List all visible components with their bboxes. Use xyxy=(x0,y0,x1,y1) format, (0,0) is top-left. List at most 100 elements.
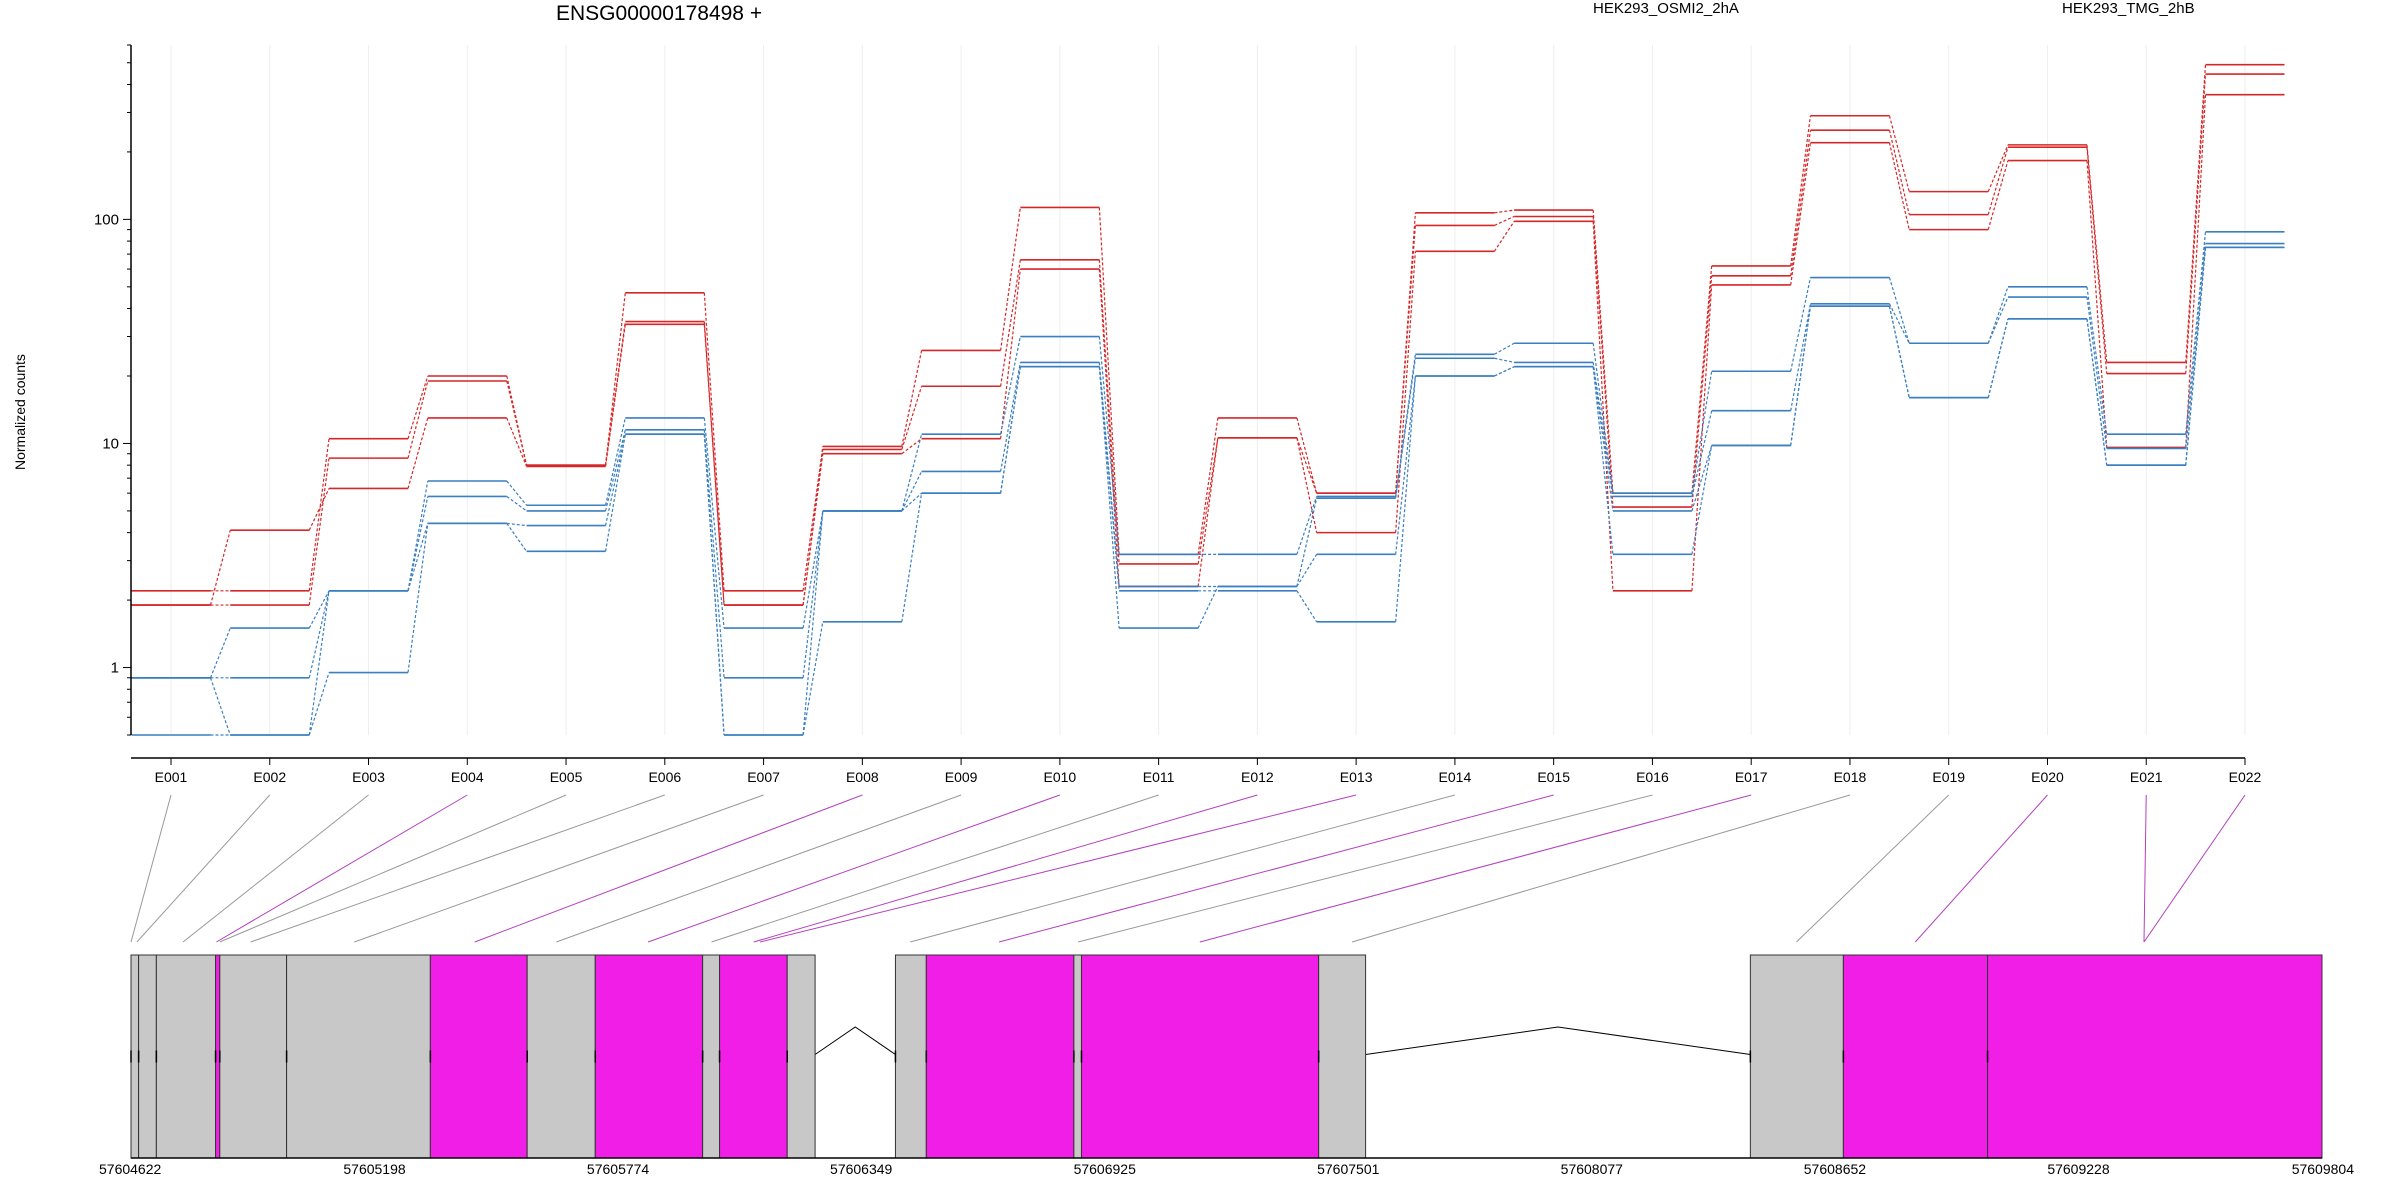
legend-item-osmi2: HEK293_OSMI2_2hA xyxy=(1593,0,1739,17)
axes: 1 10 100 E001 E002 E003 E004 E005 E006 E007 E008 E0… xyxy=(94,44,2262,785)
connector-E022 xyxy=(2143,794,2246,943)
series-4-connector-E006 xyxy=(703,429,725,678)
series-5-connector-E010 xyxy=(1098,366,1120,629)
series-5-connector-E013 xyxy=(1395,375,1416,555)
series-5-connector-E005 xyxy=(604,434,626,526)
chart-title: ENSG00000178498 + xyxy=(556,2,763,25)
series-4-connector-E003 xyxy=(407,496,429,591)
series-1-connector-E010 xyxy=(1098,259,1120,564)
genomic-tick-label: 57605774 xyxy=(587,1161,650,1177)
series-0-connector-E014 xyxy=(1494,209,1515,214)
series-0-connector-E010 xyxy=(1098,207,1120,555)
series-0-connector-E006 xyxy=(703,292,725,591)
series-3-connector-E006 xyxy=(703,417,725,629)
series-2-connector-E002 xyxy=(308,488,330,531)
series-3-connector-E010 xyxy=(1098,336,1120,555)
series-6-connector-E008 xyxy=(901,492,922,512)
connector-E006 xyxy=(250,794,665,943)
series-4-connector-E007 xyxy=(802,510,824,678)
x-tick-label-E018: E018 xyxy=(1834,769,1867,785)
series-5-connector-E009 xyxy=(1000,366,1021,494)
connector-E014 xyxy=(910,794,1456,943)
connector-E016 xyxy=(1077,794,1653,943)
y-tick-label: 10 xyxy=(102,435,119,452)
series-0-connector-E012 xyxy=(1296,417,1318,494)
series-6-connector-E021 xyxy=(2185,247,2207,466)
series-5-connector-E016 xyxy=(1691,445,1713,555)
series-6-connector-E010 xyxy=(1098,366,1120,591)
series-4-connector-E005 xyxy=(604,429,626,512)
series-1-connector-E015 xyxy=(1592,216,1614,508)
series-0-connector-E017 xyxy=(1790,115,1812,266)
genomic-tick-label: 57609228 xyxy=(2047,1161,2110,1177)
exon-block-E003 xyxy=(155,954,217,1159)
series-1-connector-E014 xyxy=(1494,215,1515,226)
series-1-connector-E018 xyxy=(1888,130,1910,215)
exon-block-E008 xyxy=(526,954,596,1159)
genomic-tick-label: 57608652 xyxy=(1804,1161,1867,1177)
series-1-connector-E004 xyxy=(506,380,528,466)
series-2-connector-E009 xyxy=(1000,269,1021,439)
series-2-connector-E006 xyxy=(703,324,725,606)
series-1-connector-E011 xyxy=(1197,437,1219,565)
series-5-connector-E003 xyxy=(407,523,429,673)
series-4-connector-E015 xyxy=(1592,362,1614,497)
series-2-connector-E007 xyxy=(802,453,824,606)
exon-block-E015 xyxy=(1073,954,1082,1159)
x-tick-label-E005: E005 xyxy=(550,769,583,785)
series-2-connector-E015 xyxy=(1592,221,1614,591)
connector-E002 xyxy=(136,794,271,943)
series-4-connector-E018 xyxy=(1888,303,1910,344)
series-1-connector-E021 xyxy=(2185,74,2207,374)
series-2-connector-E020 xyxy=(2086,160,2108,448)
series-3-connector-E013 xyxy=(1395,354,1416,497)
exon-block-E016 xyxy=(1080,954,1320,1159)
x-tick-label-E010: E010 xyxy=(1044,769,1077,785)
series-2 xyxy=(131,93,2285,606)
exon-block-E014 xyxy=(925,954,1075,1159)
series-6-connector-E004 xyxy=(506,523,528,552)
series-5-connector-E011 xyxy=(1197,586,1219,629)
x-tick-label-E022: E022 xyxy=(2229,769,2262,785)
series-4-connector-E019 xyxy=(1987,296,2009,344)
series-6-connector-E020 xyxy=(2086,318,2108,466)
x-tick-label-E009: E009 xyxy=(945,769,978,785)
series-0-connector-E018 xyxy=(1888,115,1910,192)
series-0-connector-E009 xyxy=(1000,207,1021,351)
series-3-connector-E020 xyxy=(2086,286,2108,435)
exon-block-E010 xyxy=(702,954,721,1159)
series-2-connector-E017 xyxy=(1790,142,1812,285)
series-4-connector-E004 xyxy=(506,495,527,512)
series-6-connector-E009 xyxy=(1000,366,1021,494)
genomic-tick-label: 57605198 xyxy=(343,1161,406,1177)
series-6-connector-E012 xyxy=(1296,590,1318,623)
connector-E010 xyxy=(647,794,1061,943)
series-2-connector-E014 xyxy=(1493,221,1515,252)
series-0-connector-E021 xyxy=(2185,64,2207,363)
connector-E008 xyxy=(474,794,863,943)
connector-E018 xyxy=(1351,794,1851,943)
series-3-connector-E019 xyxy=(1987,286,2009,344)
series-5-connector-E012 xyxy=(1296,554,1318,587)
series-3-connector-E015 xyxy=(1592,343,1614,494)
series-0-connector-E011 xyxy=(1197,417,1219,555)
series-1-connector-E003 xyxy=(407,380,429,459)
series-1-connector-E017 xyxy=(1790,130,1812,276)
connector-E001 xyxy=(130,794,172,943)
connector-E019 xyxy=(1796,794,1950,943)
exon-block-E005 xyxy=(219,954,288,1159)
connector-E005 xyxy=(219,794,567,943)
series-3-connector-E004 xyxy=(506,480,528,506)
series-5-connector-E008 xyxy=(901,493,923,622)
exon-block-E017 xyxy=(1318,954,1367,1159)
series-6-connector-E018 xyxy=(1888,306,1910,398)
legend-item-tmg: HEK293_TMG_2hB xyxy=(2062,0,2195,17)
connector-E021 xyxy=(2143,794,2147,943)
exon-block-E013 xyxy=(894,954,927,1159)
series-4-connector-E009 xyxy=(1000,362,1021,472)
connector-E004 xyxy=(216,794,468,943)
gene-model: 57604622 57605198 57605774 57606349 57606925… xyxy=(99,954,2354,1177)
series-1-connector-E008 xyxy=(901,386,923,450)
series-3 xyxy=(131,231,2285,679)
series-1-connector-E012 xyxy=(1296,437,1318,494)
